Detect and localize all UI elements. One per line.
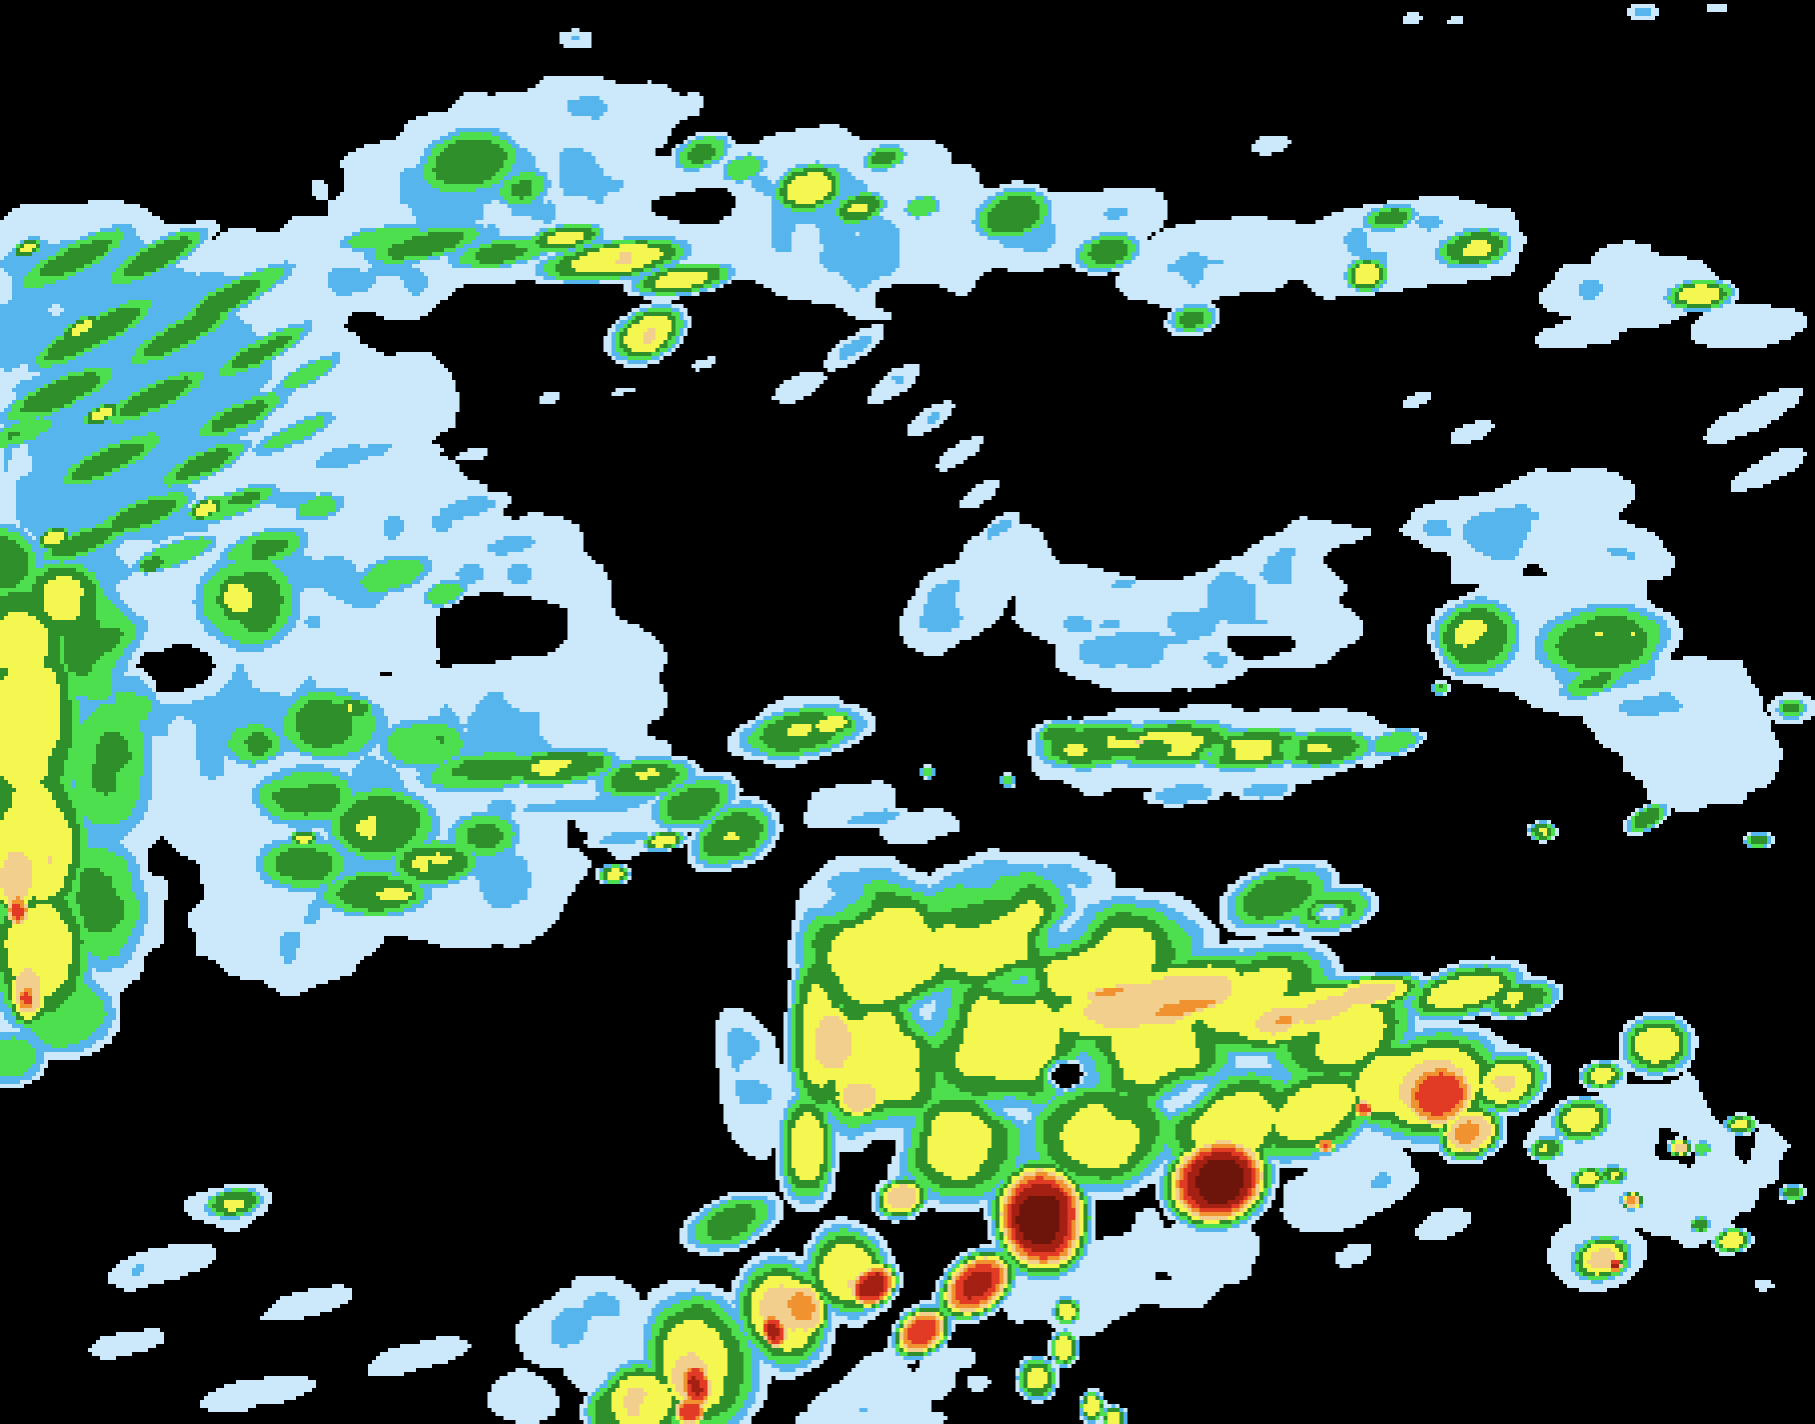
- radar-map: [0, 0, 1815, 1424]
- radar-precipitation-canvas: [0, 0, 1815, 1424]
